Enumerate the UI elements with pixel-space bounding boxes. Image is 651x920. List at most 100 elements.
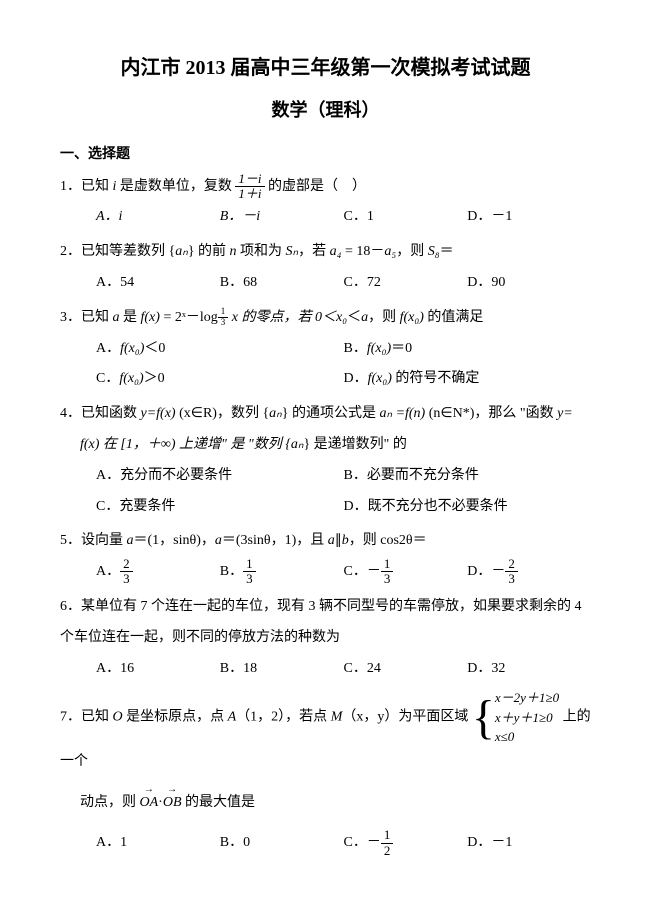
q5a-num: 2 (120, 557, 133, 572)
q5-opt-b: B．13 (220, 557, 344, 588)
q3-fx0: f(x₀) (400, 310, 424, 325)
q7c-frac: 12 (381, 828, 394, 858)
q4-t4: (n∈N*)，那么 "函数 (425, 406, 557, 421)
q7-opt-a: A．1 (96, 828, 220, 859)
q3a-pre: A． (96, 341, 120, 356)
q5b-den: 3 (243, 572, 256, 586)
q2-t4: ，若 (298, 244, 330, 259)
q7-ob: OB (163, 788, 182, 819)
q2-num: 2． (60, 244, 81, 259)
q4-t6: } 是递增数列" 的 (303, 437, 406, 452)
q3-base-den: 3 (218, 318, 229, 328)
q5-t1: 设向量 (81, 533, 127, 548)
q5-num: 5． (60, 533, 81, 548)
q6-options: A．16 B．18 C．24 D．32 (96, 654, 591, 685)
q2-a4: a₄ (330, 244, 342, 259)
q1-opt-a: A．i (96, 202, 220, 233)
q4-opt-d: D．既不充分也不必要条件 (344, 492, 592, 523)
q2-opt-d: D．90 (467, 268, 591, 299)
q3-t3: = 2ˣ－log (160, 310, 218, 325)
q4-t5: f(x) 在 [1，＋∞) 上递增" 是 "数列 { (80, 437, 291, 452)
q1-opt-d: D．－1 (467, 202, 591, 233)
q7-num: 7． (60, 710, 81, 725)
q7-system: x－2y＋1≥0 x＋y＋1≥0 x≤0 (495, 688, 559, 747)
question-3: 3．已知 a 是 f(x) = 2ˣ－log13 x 的零点，若 0＜x₀＜a，… (60, 303, 591, 395)
q4-t1: 已知函数 (81, 406, 141, 421)
q7-t7: 的最大值是 (182, 795, 256, 810)
q3c-post: ＞0 (144, 371, 165, 386)
exam-title: 内江市 2013 届高中三年级第一次模拟考试试题 (60, 50, 591, 86)
q1-options: A．i B．－i C．1 D．－1 (96, 202, 591, 233)
q5c-den: 3 (381, 572, 394, 586)
q3-t6: ，则 (368, 310, 400, 325)
q2-eq: = 18－ (342, 244, 385, 259)
q3c-fx: f(x₀) (119, 371, 143, 386)
q3-t1: 已知 (81, 310, 113, 325)
q3b-fx: f(x₀) (367, 341, 391, 356)
q2-n: n (230, 244, 237, 259)
q2-sn: Sₙ (286, 244, 299, 259)
q6-stem: 某单位有 7 个连在一起的车位，现有 3 辆不同型号的车需停放，如果要求剩余的 … (60, 599, 582, 645)
q5b-frac: 13 (243, 557, 256, 587)
q5c-pre: C．－ (344, 564, 381, 579)
q3b-pre: B． (344, 341, 367, 356)
q2-t2: } 的前 (188, 244, 230, 259)
q7-sys1: x－2y＋1≥0 (495, 690, 559, 705)
q6-opt-a: A．16 (96, 654, 220, 685)
q5-a3: a (328, 533, 335, 548)
q5b-pre: B． (220, 564, 243, 579)
q4-an2: aₙ (291, 437, 304, 452)
q7-opt-c: C．－12 (344, 828, 468, 859)
q3d-pre: D． (344, 371, 368, 386)
q4-t3: } 的通项公式是 (282, 406, 380, 421)
q3-opt-a: A．f(x₀)＜0 (96, 334, 344, 365)
exam-subtitle: 数学（理科） (60, 94, 591, 126)
q4-anfn: aₙ =f(n) (379, 406, 425, 421)
q3-t4: x 的零点，若 0＜ (228, 310, 336, 325)
q7-m: M (331, 710, 343, 725)
q2-a5: a₅ (384, 244, 396, 259)
q2-options: A．54 B．68 C．72 D．90 (96, 268, 591, 299)
q3-logbase: 13 (218, 307, 229, 328)
q3b-post: ＝0 (391, 341, 412, 356)
q4-an: aₙ (269, 406, 282, 421)
q1-opt-b: B．－i (220, 202, 344, 233)
q4-y: y= (557, 406, 573, 421)
q5-a2: a (215, 533, 222, 548)
q1-text3: 的虚部是（ ） (265, 179, 367, 194)
q5c-frac: 13 (381, 557, 394, 587)
q7-a: A (228, 710, 237, 725)
q5d-den: 3 (505, 572, 518, 586)
q5d-pre: D．－ (467, 564, 505, 579)
q3a-fx: f(x₀) (120, 341, 144, 356)
question-1: 1．已知 i 是虚数单位，复数 1－i1＋i 的虚部是（ ） A．i B．－i … (60, 172, 591, 234)
q4-opt-b: B．必要而不充分条件 (344, 461, 592, 492)
q3a-post: ＜0 (144, 341, 165, 356)
q3-t7: 的值满足 (424, 310, 484, 325)
q7-oa: OA (140, 788, 159, 819)
q7-sys2: x＋y＋1≥0 (495, 710, 553, 725)
q1-text2: 是虚数单位，复数 (116, 179, 235, 194)
q1-opt-c: C．1 (344, 202, 468, 233)
q5c-num: 1 (381, 557, 394, 572)
q5b-num: 1 (243, 557, 256, 572)
q4-opt-c: C．充要条件 (96, 492, 344, 523)
q3-t5: ＜ (347, 310, 361, 325)
q2-opt-c: C．72 (344, 268, 468, 299)
q7-line2: 动点，则 OA·OB 的最大值是 (80, 788, 591, 819)
q2-s8: S₈ (428, 244, 440, 259)
q7-sys3: x≤0 (495, 729, 514, 744)
q3-opt-d: D．f(x₀) 的符号不确定 (344, 364, 592, 395)
q7-brace: { (472, 694, 495, 742)
section-header: 一、选择题 (60, 142, 591, 167)
q4-yfx: y=f(x) (141, 406, 176, 421)
q5-a: a (127, 533, 134, 548)
q7-opt-b: B．0 (220, 828, 344, 859)
q7c-num: 1 (381, 828, 394, 843)
q5-opt-d: D．－23 (467, 557, 591, 588)
q7-t3: （1，2），若点 (236, 710, 331, 725)
q6-opt-b: B．18 (220, 654, 344, 685)
q5-options: A．23 B．13 C．－13 D．－23 (96, 557, 591, 588)
q5a-den: 3 (120, 572, 133, 586)
q5-t4: ，则 cos2θ＝ (349, 533, 427, 548)
